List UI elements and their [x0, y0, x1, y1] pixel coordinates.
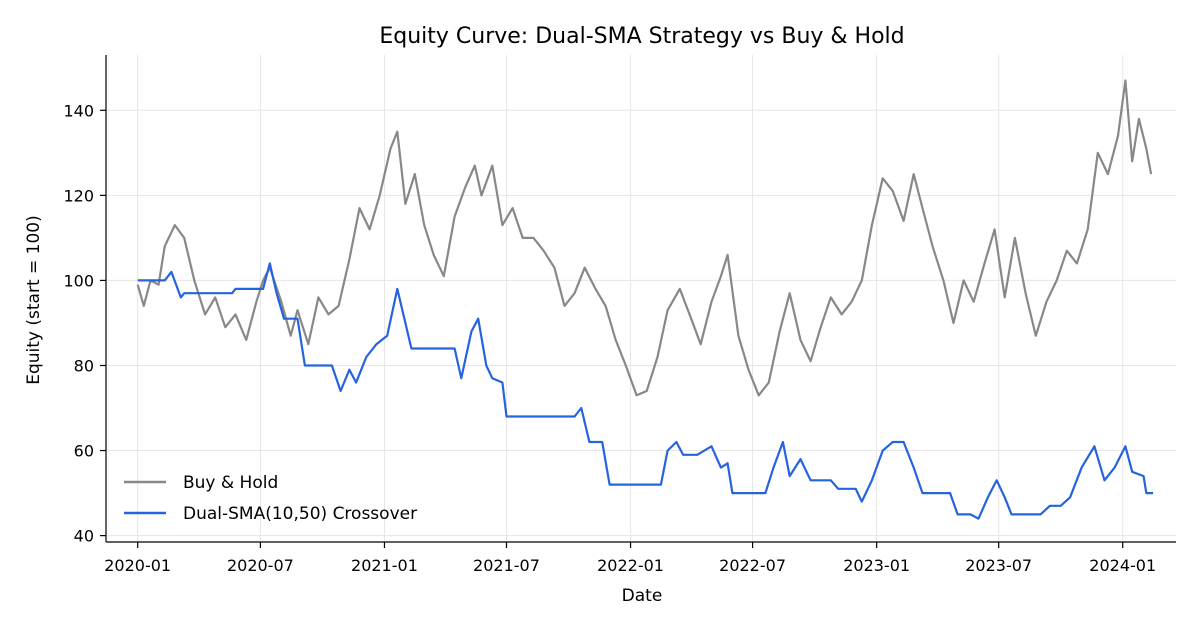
x-tick-label: 2023-01 [843, 556, 910, 575]
legend-label-buy-hold: Buy & Hold [183, 473, 278, 493]
y-tick-label: 140 [63, 101, 94, 120]
grid-lines [106, 55, 1176, 542]
y-tick-label: 100 [63, 271, 94, 290]
y-tick-label: 120 [63, 186, 94, 205]
y-tick-label: 80 [74, 356, 94, 375]
x-tick-label: 2020-01 [104, 556, 171, 575]
axes [105, 55, 1176, 543]
x-tick-label: 2023-07 [965, 556, 1032, 575]
x-tick-label: 2024-01 [1089, 556, 1156, 575]
legend: Buy & Hold Dual-SMA(10,50) Crossover [124, 473, 417, 524]
y-axis-label: Equity (start = 100) [24, 215, 44, 385]
y-tick-label: 60 [74, 442, 94, 461]
x-tick-labels: 2020-01 2020-07 2021-01 2021-07 2022-01 2022-… [104, 542, 1156, 575]
series-line-buy-hold [136, 79, 1153, 397]
x-tick-label: 2022-07 [719, 556, 786, 575]
series-lines [136, 79, 1154, 520]
x-tick-label: 2021-01 [351, 556, 418, 575]
x-tick-label: 2022-01 [597, 556, 664, 575]
y-tick-labels: 40 60 80 100 120 140 [63, 101, 106, 546]
x-tick-label: 2020-07 [227, 556, 294, 575]
legend-label-dual-sma: Dual-SMA(10,50) Crossover [183, 504, 417, 524]
series-line-dual-sma [137, 262, 1154, 520]
x-tick-label: 2021-07 [473, 556, 540, 575]
chart-title: Equity Curve: Dual-SMA Strategy vs Buy &… [379, 24, 904, 49]
y-tick-label: 40 [74, 527, 94, 546]
x-axis-label: Date [622, 586, 663, 606]
